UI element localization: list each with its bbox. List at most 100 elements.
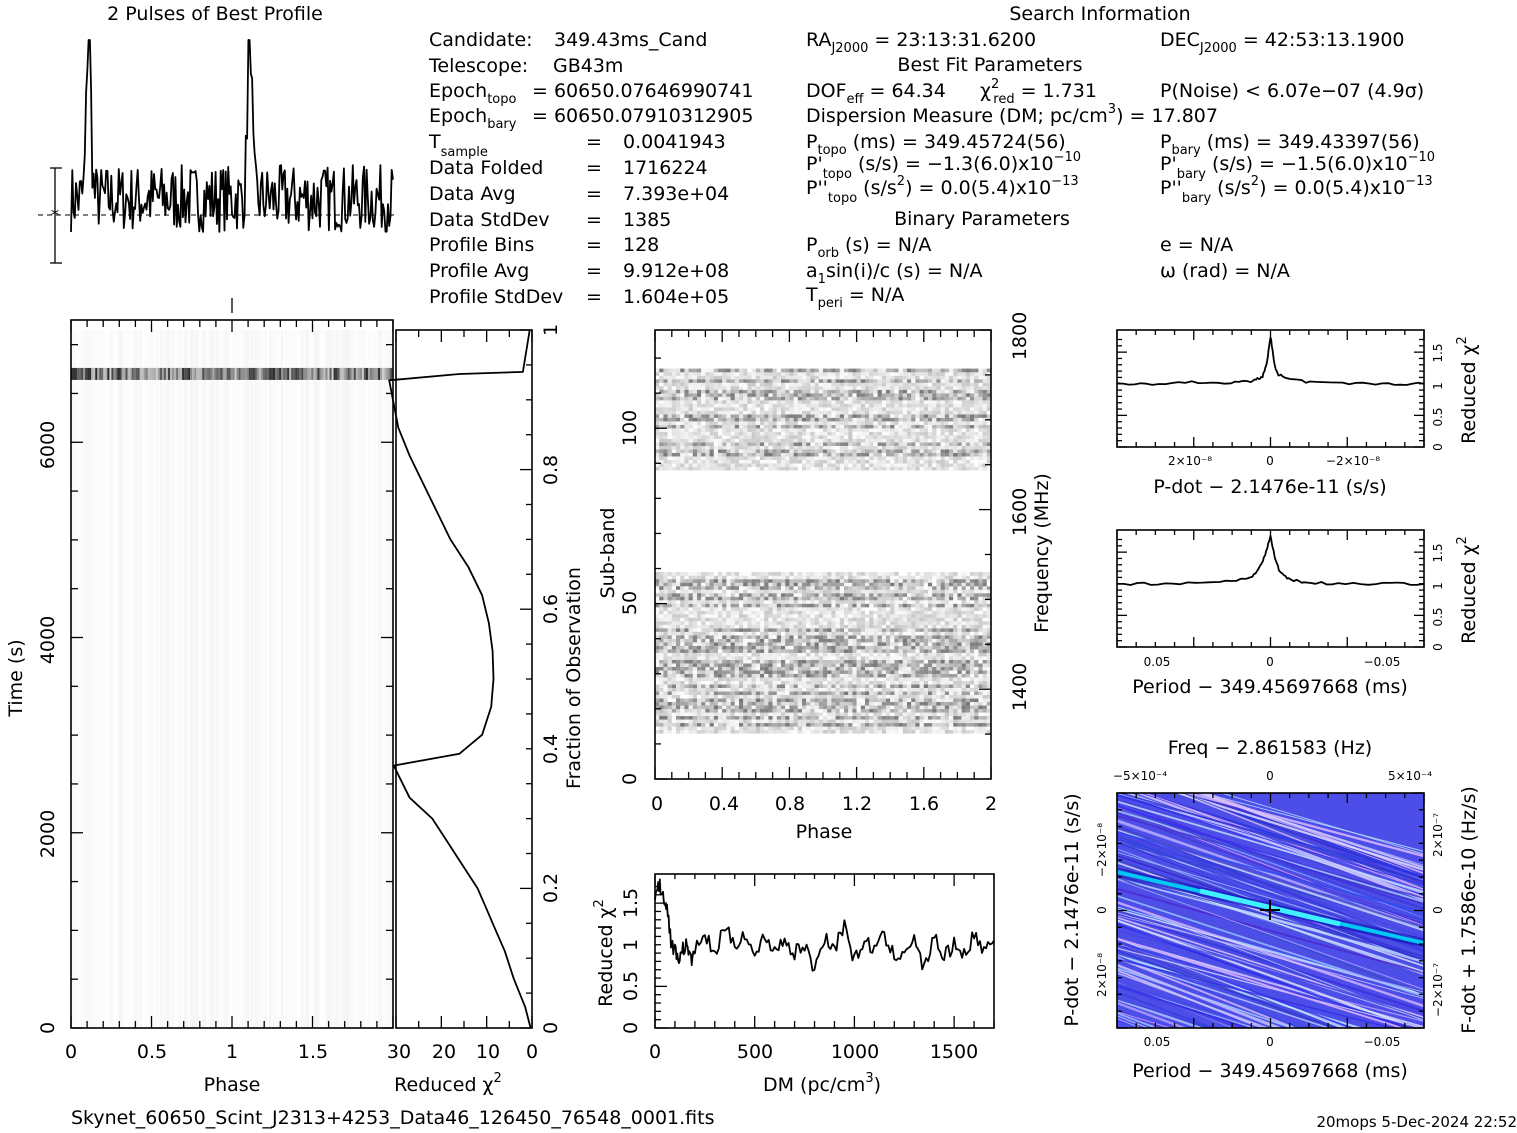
time-phase-bright-row (137, 367, 140, 380)
time-phase-bright-row (159, 367, 162, 380)
time-phase-bright-row (139, 367, 142, 380)
time-phase-bright-row (192, 367, 195, 380)
dm-value: ) = 17.807 (1116, 105, 1218, 127)
time-phase-bright-row (202, 367, 205, 380)
svg-text:DOFeff= 64.34: DOFeff = 64.34 (806, 80, 946, 107)
svg-text:Porb(s) = N/A: Porb (s) = N/A (806, 234, 931, 261)
time-phase-bright-row (184, 367, 187, 380)
time-phase-bright-row (87, 367, 90, 380)
svg-text:Epochtopo: Epochtopo (429, 80, 516, 107)
time-phase-bright-row (230, 367, 233, 380)
time-phase-bright-row (279, 367, 282, 380)
svg-text:6000: 6000 (37, 421, 59, 469)
binary-title: Binary Parameters (894, 208, 1070, 230)
svg-text:RAJ2000= 23:13:31.6200: RAJ2000 = 23:13:31.6200 (806, 29, 1036, 56)
omega-value: ω (rad) = N/A (1160, 260, 1290, 282)
time-phase-bright-row (289, 367, 292, 380)
time-phase-bright-row (228, 367, 231, 380)
time-phase-bright-row (285, 367, 288, 380)
time-phase-bright-row (355, 367, 358, 380)
pnoise-value: P(Noise) < 6.07e−07 (4.9σ) (1160, 80, 1424, 102)
time-phase-bright-row (224, 367, 227, 380)
time-phase-bright-row (226, 367, 229, 380)
svg-text:=: = (586, 260, 602, 282)
time-phase-bright-row (335, 367, 338, 380)
time-phase-bright-row (357, 367, 360, 380)
time-phase-bright-row (145, 367, 148, 380)
time-phase-bright-row (252, 367, 255, 380)
time-phase-bright-row (83, 367, 86, 380)
time-phase-bright-row (105, 367, 108, 380)
time-phase-bright-row (309, 367, 312, 380)
time-phase-bright-row (317, 367, 320, 380)
svg-text:*: * (51, 206, 60, 226)
svg-text:0: 0 (65, 1041, 77, 1063)
info-tsample-value: 0.0041943 (623, 131, 726, 153)
time-phase-bright-row (386, 367, 389, 380)
time-phase-bright-row (119, 367, 122, 380)
time-phase-bright-row (157, 367, 160, 380)
time-phase-bright-row (206, 367, 209, 380)
time-phase-bright-row (264, 367, 268, 380)
time-phase-bright-row (380, 367, 383, 380)
info-epoch-topo-value: = 60650.07646990741 (532, 80, 753, 102)
svg-text:Epochbary: Epochbary (429, 105, 517, 132)
svg-text:0: 0 (37, 1022, 59, 1034)
info-telescope-label: Telescope: (428, 55, 528, 77)
subband-phase-panel: 0 0.4 0.8 1.2 1.6 2 Phase 0 50 100 Sub-b… (597, 312, 1053, 843)
time-phase-bright-row (258, 367, 261, 380)
time-phase-bright-row (73, 367, 76, 380)
time-phase-bright-row (121, 367, 124, 380)
time-phase-bright-row (101, 367, 104, 380)
time-phase-bright-row (165, 367, 169, 380)
time-phase-bright-row (242, 367, 245, 380)
fraction-axis-label: Fraction of Observation (563, 567, 585, 789)
time-phase-bright-row (321, 367, 324, 380)
time-phase-bright-row (163, 367, 167, 380)
info-profile-avg-label: Profile Avg (429, 260, 529, 282)
time-phase-bright-row (347, 367, 350, 380)
time-phase-bright-row (186, 367, 189, 380)
chi2-pdot-panel: 2×10⁻⁸ 0 −2×10⁻⁸ P-dot − 2.1476e-11 (s/s… (1116, 329, 1480, 498)
svg-text:2000: 2000 (37, 810, 59, 858)
time-phase-bright-row (244, 367, 247, 380)
time-phase-bright-row (365, 367, 369, 380)
svg-text:0.6: 0.6 (540, 594, 562, 624)
svg-text:0: 0 (526, 1041, 538, 1063)
svg-text:a1sin(i)/c (s) = N/A: a1sin(i)/c (s) = N/A (806, 260, 982, 287)
time-phase-bright-row (222, 367, 225, 380)
time-phase-bright-row (374, 367, 377, 380)
time-phase-bright-row (85, 367, 88, 380)
time-phase-bright-row (293, 367, 296, 380)
time-axis-label: Time (s) (5, 639, 27, 717)
time-phase-bright-row (325, 367, 328, 380)
info-profile-stddev-value: 1.604e+05 (623, 286, 729, 308)
pdot-left-axis-label: P-dot − 2.1476e-11 (s/s) (1061, 793, 1083, 1026)
time-phase-bright-row (238, 367, 241, 380)
time-phase-bright-row (131, 367, 134, 380)
time-phase-bright-row (71, 367, 74, 380)
info-epoch-topo-label: Epoch (429, 80, 487, 102)
time-phase-bright-row (234, 367, 237, 380)
time-phase-bright-row (153, 367, 156, 380)
ra-value: = 23:13:31.6200 (874, 29, 1036, 51)
svg-text:=: = (586, 183, 602, 205)
phase-label-subband: Phase (796, 821, 853, 843)
time-phase-bright-row (117, 367, 120, 380)
time-phase-bright-row (172, 367, 175, 380)
time-phase-bright-row (311, 367, 314, 380)
time-phase-bright-row (313, 367, 316, 380)
time-phase-bright-row (135, 367, 138, 380)
fdot-right-axis-label: F-dot + 1.7586e-10 (Hz/s) (1458, 786, 1480, 1034)
time-phase-bright-row (246, 367, 249, 380)
time-phase-bright-row (315, 367, 318, 380)
time-phase-bright-row (378, 367, 381, 380)
time-phase-bright-row (99, 367, 102, 380)
dm-label: Dispersion Measure (DM; pc/cm (806, 105, 1108, 127)
info-candidate-value: 349.43ms_Cand (554, 29, 707, 51)
time-phase-bright-row (204, 367, 207, 380)
time-phase-bright-row (129, 367, 132, 380)
fit-info: RAJ2000 = 23:13:31.6200 DECJ2000 = 42:53:1… (805, 29, 1435, 311)
frequency-axis-label: Frequency (MHz) (1031, 473, 1053, 633)
